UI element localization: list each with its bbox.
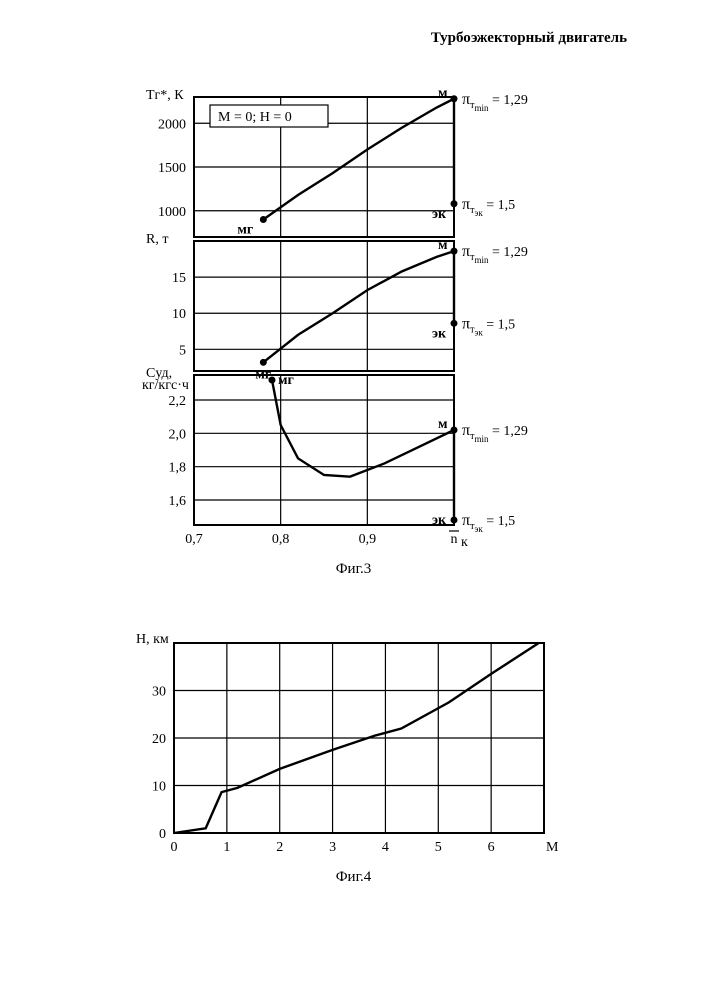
svg-text:4: 4 — [381, 840, 388, 855]
svg-text:мг: мг — [237, 223, 253, 238]
svg-text:πтmin = 1,29: πтmin = 1,29 — [462, 243, 528, 265]
svg-text:2000: 2000 — [158, 117, 186, 132]
svg-text:м: м — [438, 238, 448, 253]
svg-text:0: 0 — [159, 827, 166, 842]
svg-text:эк: эк — [432, 513, 447, 528]
svg-text:M: M — [546, 840, 559, 855]
svg-text:10: 10 — [172, 307, 186, 322]
svg-text:5: 5 — [179, 343, 186, 358]
svg-text:1500: 1500 — [158, 161, 186, 176]
page-title: Турбоэжекторный двигатель — [20, 30, 627, 47]
svg-text:0,9: 0,9 — [358, 532, 376, 547]
svg-text:M = 0; H = 0: M = 0; H = 0 — [218, 110, 292, 125]
svg-text:1,6: 1,6 — [168, 494, 186, 509]
svg-text:эк: эк — [432, 207, 447, 222]
figure-3: 1000 1500 2000 Tг*, К M = 0; H = 0 мг м эк πтmin… — [114, 87, 594, 578]
svg-text:2: 2 — [276, 840, 283, 855]
svg-text:10: 10 — [152, 780, 166, 795]
svg-text:2,2: 2,2 — [168, 394, 186, 409]
svg-text:n: n — [450, 532, 457, 547]
svg-text:6: 6 — [487, 840, 494, 855]
svg-text:30: 30 — [152, 685, 166, 700]
svg-text:πтmin = 1,29: πтmin = 1,29 — [462, 91, 528, 113]
svg-text:πтэк = 1,5: πтэк = 1,5 — [462, 315, 515, 337]
svg-text:мг: мг — [278, 373, 294, 388]
svg-text:0,8: 0,8 — [271, 532, 289, 547]
svg-text:πтmin = 1,29: πтmin = 1,29 — [462, 422, 528, 444]
svg-text:1: 1 — [223, 840, 230, 855]
svg-text:0: 0 — [170, 840, 177, 855]
svg-text:кг/кгс·ч: кг/кгс·ч — [142, 378, 189, 393]
svg-text:πтэк = 1,5: πтэк = 1,5 — [462, 512, 515, 534]
svg-text:Tг*, К: Tг*, К — [146, 88, 184, 103]
svg-text:H, км: H, км — [136, 632, 169, 647]
svg-text:1000: 1000 — [158, 205, 186, 220]
svg-text:0,7: 0,7 — [185, 532, 203, 547]
svg-text:1,8: 1,8 — [168, 461, 186, 476]
svg-text:πтэк = 1,5: πтэк = 1,5 — [462, 196, 515, 218]
fig4-caption: Фиг.4 — [114, 869, 594, 886]
svg-text:к: к — [461, 535, 468, 550]
svg-text:15: 15 — [172, 271, 186, 286]
svg-text:2,0: 2,0 — [168, 427, 186, 442]
svg-text:эк: эк — [432, 326, 447, 341]
svg-text:20: 20 — [152, 732, 166, 747]
svg-text:5: 5 — [434, 840, 441, 855]
svg-text:3: 3 — [329, 840, 336, 855]
figure-4: 0 1 2 3 4 5 6 M 0 10 20 30 H, км Фиг.4 — [114, 628, 594, 886]
fig3-caption: Фиг.3 — [114, 561, 594, 578]
svg-text:м: м — [438, 87, 448, 101]
svg-text:R, т: R, т — [146, 232, 168, 247]
svg-text:м: м — [438, 417, 448, 432]
